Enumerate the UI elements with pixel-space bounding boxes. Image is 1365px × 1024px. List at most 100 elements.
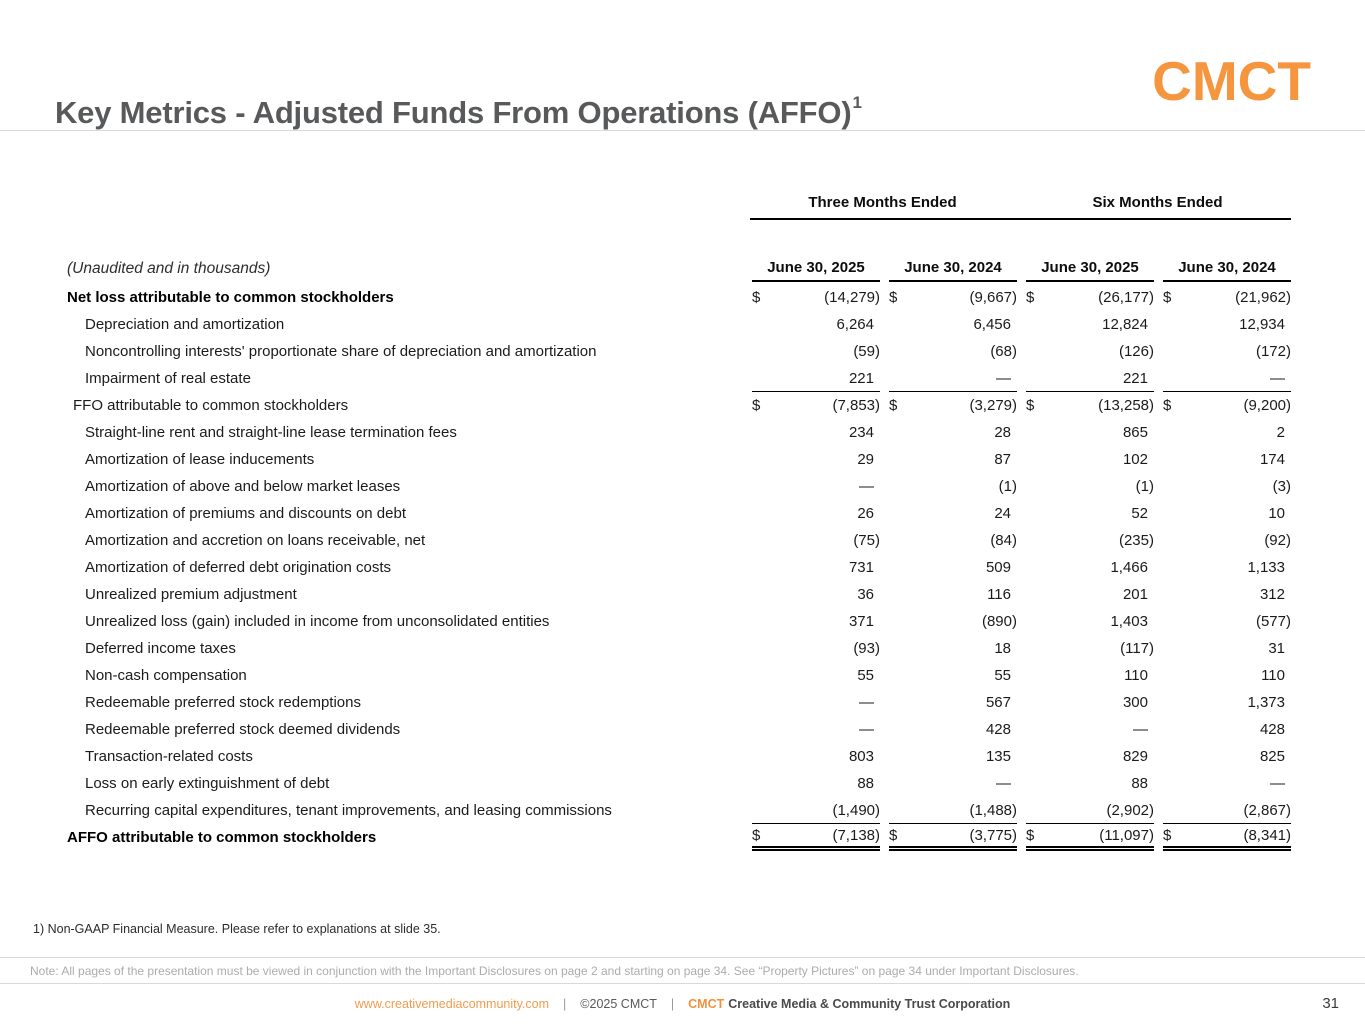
value-cell: 829	[1026, 743, 1154, 770]
cell-value: 221	[848, 369, 874, 387]
page-title-text: Key Metrics - Adjusted Funds From Operat…	[55, 94, 852, 130]
cell-value: (2,867)	[1243, 801, 1291, 819]
table-body: Net loss attributable to common stockhol…	[67, 284, 1291, 851]
cell-value: 6,456	[973, 316, 1011, 333]
value-cell: 731	[752, 554, 880, 581]
value-cell: 87	[889, 446, 1017, 473]
row-label: Redeemable preferred stock redemptions	[85, 694, 361, 711]
row-label: Recurring capital expenditures, tenant i…	[85, 802, 612, 819]
value-cell: $ (9,200)	[1163, 392, 1291, 419]
table-row: Amortization of above and below market l…	[67, 473, 1291, 500]
table-row: Straight-line rent and straight-line lea…	[67, 419, 1291, 446]
table-row: Net loss attributable to common stockhol…	[67, 284, 1291, 311]
value-cell: (126)	[1026, 338, 1154, 365]
value-cell: 12,934	[1163, 311, 1291, 338]
cell-value: 28	[994, 424, 1011, 441]
cell-value: 102	[1122, 451, 1148, 468]
value-cell: $ (3,279)	[889, 392, 1017, 419]
value-cell: 116	[889, 581, 1017, 608]
cell-value: 312	[1259, 586, 1285, 603]
disclosure-note-bar: Note: All pages of the presentation must…	[0, 957, 1365, 984]
cell-value: 26	[857, 505, 874, 522]
cell-value: 1,466	[1110, 559, 1148, 576]
cell-value: 509	[985, 559, 1011, 576]
value-cell: (1)	[1026, 473, 1154, 500]
cell-value: 52	[1131, 505, 1148, 522]
cell-value: (26,177)	[1098, 289, 1154, 306]
dollar-sign: $	[752, 826, 761, 844]
table-row: Impairment of real estate 221 — 221 —	[67, 365, 1291, 392]
dollar-sign: $	[1026, 826, 1035, 844]
cell-value: 731	[848, 559, 874, 576]
cell-value: 36	[857, 586, 874, 603]
cell-value: (172)	[1255, 343, 1291, 360]
cell-value: 829	[1122, 748, 1148, 765]
value-cell: 135	[889, 743, 1017, 770]
row-label: FFO attributable to common stockholders	[73, 397, 349, 414]
dollar-sign: $	[889, 289, 898, 306]
cell-value: (9,200)	[1243, 397, 1291, 414]
value-cell: —	[752, 689, 880, 716]
cell-value: 55	[857, 667, 874, 684]
value-cell: —	[1026, 716, 1154, 743]
cell-value: —	[859, 478, 874, 495]
row-label: Loss on early extinguishment of debt	[85, 775, 330, 792]
row-label: Net loss attributable to common stockhol…	[67, 289, 394, 306]
cell-value: 371	[848, 613, 874, 630]
row-label: Amortization and accretion on loans rece…	[85, 532, 426, 549]
cell-value: —	[859, 721, 874, 738]
group-header-underline	[750, 218, 1291, 220]
table-row: Unrealized loss (gain) included in incom…	[67, 608, 1291, 635]
dollar-sign: $	[1163, 826, 1172, 844]
row-label: Amortization of lease inducements	[85, 451, 315, 468]
value-cell: (117)	[1026, 635, 1154, 662]
value-cell: (93)	[752, 635, 880, 662]
value-cell: 88	[752, 770, 880, 797]
disclosure-note-text: Note: All pages of the presentation must…	[30, 963, 1079, 978]
cell-value: 428	[1259, 721, 1285, 738]
table-row: Amortization of premiums and discounts o…	[67, 500, 1291, 527]
cell-value: 174	[1259, 451, 1285, 468]
cell-value: 88	[857, 775, 874, 792]
value-cell: $ (7,138)	[752, 824, 880, 851]
table-row: Depreciation and amortization 6,264 6,456 1…	[67, 311, 1291, 338]
cell-value: 803	[848, 748, 874, 765]
value-cell: —	[1163, 770, 1291, 797]
cell-value: 88	[1131, 775, 1148, 792]
row-label: Transaction-related costs	[85, 748, 253, 765]
value-cell: 825	[1163, 743, 1291, 770]
cell-value: (59)	[853, 343, 880, 360]
cell-value: 18	[994, 640, 1011, 657]
value-cell: 1,403	[1026, 608, 1154, 635]
cell-value: (1,488)	[969, 801, 1017, 819]
value-cell: 221	[1026, 365, 1154, 392]
cell-value: 135	[985, 748, 1011, 765]
cell-value: (84)	[990, 532, 1017, 549]
row-label: Redeemable preferred stock deemed divide…	[85, 721, 401, 738]
cell-value: 865	[1122, 424, 1148, 441]
value-cell: 1,133	[1163, 554, 1291, 581]
table-row: Noncontrolling interests' proportionate …	[67, 338, 1291, 365]
value-cell: 55	[752, 662, 880, 689]
footnote: 1) Non-GAAP Financial Measure. Please re…	[33, 922, 441, 936]
cell-value: (1)	[998, 478, 1017, 495]
value-cell: 234	[752, 419, 880, 446]
cell-value: (93)	[853, 640, 880, 657]
footer-website-link[interactable]: www.creativemediacommunity.com	[354, 997, 550, 1011]
value-cell: 24	[889, 500, 1017, 527]
value-cell: 55	[889, 662, 1017, 689]
value-cell: 6,264	[752, 311, 880, 338]
value-cell: (2,867)	[1163, 797, 1291, 824]
row-label: Unrealized loss (gain) included in incom…	[85, 613, 550, 630]
cell-value: 6,264	[836, 316, 874, 333]
value-cell: $ (11,097)	[1026, 824, 1154, 851]
table-group-headers: Three Months Ended Six Months Ended	[67, 192, 1291, 214]
cell-value: (577)	[1255, 613, 1291, 630]
value-cell: (75)	[752, 527, 880, 554]
value-cell: 36	[752, 581, 880, 608]
cell-value: 12,824	[1102, 316, 1148, 333]
value-cell: 174	[1163, 446, 1291, 473]
value-cell: (59)	[752, 338, 880, 365]
value-cell: 371	[752, 608, 880, 635]
